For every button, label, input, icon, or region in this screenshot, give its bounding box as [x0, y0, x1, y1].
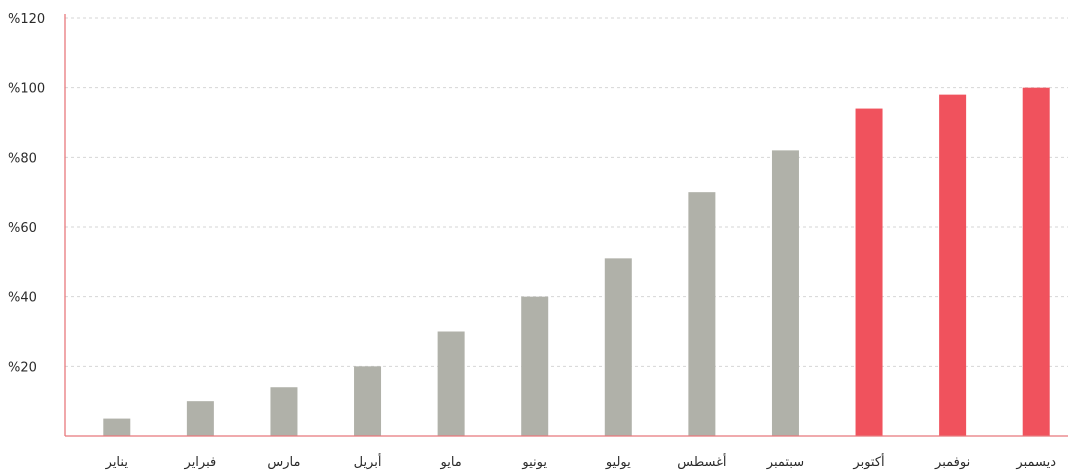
- bar: [186, 401, 214, 436]
- bar: [688, 192, 716, 436]
- bar: [604, 258, 632, 436]
- bar: [1022, 87, 1050, 437]
- x-tick-label: مايو: [439, 455, 461, 470]
- x-tick-label: فبراير: [184, 455, 217, 470]
- y-tick-label: %60: [8, 221, 37, 236]
- x-tick-label: يونيو: [521, 455, 547, 470]
- x-tick-label: مارس: [267, 455, 300, 470]
- y-tick-label: %120: [8, 12, 45, 27]
- y-tick-label: %80: [8, 151, 37, 166]
- x-tick-label: أكتوبر: [852, 453, 884, 470]
- x-tick-label: أبريل: [354, 453, 382, 470]
- y-tick-labels: %20 %40 %60 %80 %100 %120: [8, 12, 45, 375]
- y-tick-label: %100: [8, 82, 45, 97]
- axes: [64, 14, 1068, 437]
- bar: [855, 108, 883, 437]
- bar: [437, 331, 465, 436]
- bar: [771, 150, 799, 436]
- x-tick-label: يوليو: [605, 455, 631, 470]
- y-tick-label: %20: [8, 360, 37, 375]
- grid-lines: [65, 17, 1068, 367]
- x-tick-label: ديسمبر: [1015, 455, 1056, 470]
- bar: [270, 387, 298, 436]
- bar: [939, 94, 967, 436]
- x-tick-label: سبتمبر: [766, 455, 804, 470]
- x-tick-label: أغسطس: [677, 453, 726, 470]
- y-tick-label: %40: [8, 291, 37, 306]
- x-tick-labels: يناير فبراير مارس أبريل مايو يونيو يوليو أغسطس س…: [105, 453, 1057, 470]
- bar: [103, 418, 131, 436]
- x-tick-label: يناير: [105, 455, 129, 470]
- bars: [103, 87, 1050, 437]
- x-tick-label: نوفمبر: [934, 455, 970, 470]
- bar: [354, 366, 382, 436]
- bar: [521, 296, 549, 436]
